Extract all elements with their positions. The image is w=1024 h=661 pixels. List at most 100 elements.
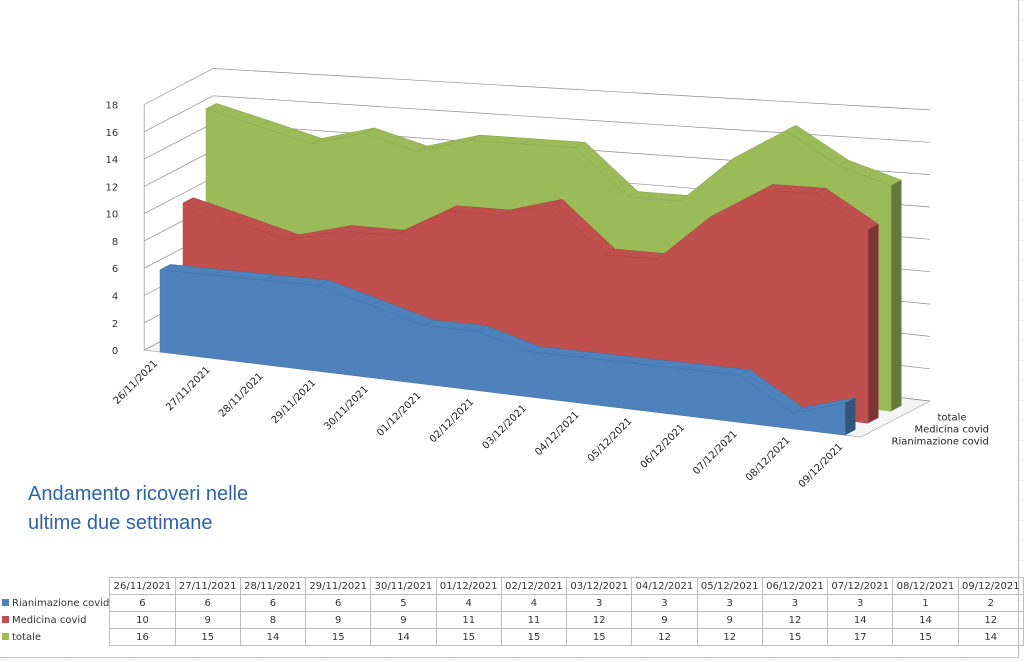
table-cell: 12 — [631, 628, 698, 646]
legend-swatch — [2, 598, 9, 606]
legend-swatch — [2, 632, 9, 640]
legend-key: Rianimazione covid — [0, 595, 110, 612]
table-cell: 4 — [435, 594, 502, 612]
table-cell: 15 — [566, 628, 633, 646]
table-row: Rianimazione covid 6 6 6 6 5 4 4 3 3 3 3 3 1 2 — [0, 594, 1024, 612]
table-cell: 1 — [892, 594, 959, 612]
data-table: 26/11/2021 27/11/2021 28/11/2021 29/11/2021… — [0, 577, 1024, 646]
table-cell: 3 — [631, 594, 698, 612]
table-header-cell: 27/11/2021 — [174, 577, 241, 595]
y-tick-label: 0 — [112, 346, 118, 357]
series-axis-label: Rianimazione covid — [892, 436, 989, 447]
table-cell: 17 — [827, 628, 894, 646]
y-tick-label: 16 — [105, 128, 118, 139]
table-cell: 9 — [305, 611, 372, 629]
table-cell: 14 — [370, 628, 437, 646]
table-cell: 3 — [696, 594, 763, 612]
table-header-cell: 30/11/2021 — [370, 577, 437, 595]
table-cell: 15 — [761, 628, 829, 646]
table-cell: 6 — [174, 594, 241, 612]
series-axis-label: totale — [938, 412, 967, 423]
x-tick-label: 29/11/2021 — [270, 378, 319, 427]
table-cell: 8 — [239, 611, 307, 629]
table-cell: 6 — [305, 594, 372, 612]
legend-swatch — [2, 615, 9, 623]
x-tick-label: 03/12/2021 — [480, 403, 529, 452]
table-cell: 12 — [957, 611, 1024, 629]
series-name: Rianimazione covid — [12, 597, 110, 609]
table-header-cell: 26/11/2021 — [109, 577, 176, 595]
table-cell: 3 — [566, 594, 633, 612]
table-cell: 2 — [957, 594, 1024, 612]
table-cell: 12 — [696, 628, 763, 646]
x-tick-label: 28/11/2021 — [217, 371, 266, 420]
x-tick-label: 05/12/2021 — [586, 416, 635, 465]
chart-title-line-2: ultime due settimane — [28, 512, 213, 534]
y-tick-label: 6 — [112, 264, 118, 275]
legend-key: totale — [0, 629, 110, 646]
y-tick-label: 4 — [112, 292, 118, 303]
table-cell: 6 — [239, 594, 307, 612]
series-axis-label: Medicina covid — [915, 424, 990, 435]
chart-title-line-1: Andamento ricoveri nelle — [28, 483, 249, 505]
x-tick-label: 27/11/2021 — [164, 365, 213, 414]
table-corner — [0, 578, 110, 595]
table-cell: 11 — [500, 611, 568, 629]
series-name: totale — [12, 631, 42, 643]
table-cell: 15 — [500, 628, 568, 646]
table-header-cell: 09/12/2021 — [957, 577, 1024, 595]
table-header-cell: 04/12/2021 — [631, 577, 698, 595]
x-tick-label: 30/11/2021 — [322, 384, 371, 433]
table-cell: 3 — [827, 594, 894, 612]
table-header-cell: 03/12/2021 — [566, 577, 633, 595]
y-tick-label: 2 — [112, 319, 118, 330]
table-cell: 11 — [435, 611, 502, 629]
table-cell: 15 — [305, 628, 372, 646]
area-side — [868, 224, 879, 424]
table-cell: 4 — [500, 594, 568, 612]
x-tick-label: 01/12/2021 — [375, 390, 424, 439]
table-cell: 14 — [239, 628, 307, 646]
table-cell: 12 — [566, 611, 633, 629]
table-header-cell: 05/12/2021 — [696, 577, 763, 595]
table-cell: 3 — [761, 594, 829, 612]
y-tick-label: 18 — [105, 100, 118, 111]
table-cell: 12 — [761, 611, 829, 629]
table-header-cell: 29/11/2021 — [305, 577, 372, 595]
x-tick-label: 08/12/2021 — [744, 435, 793, 484]
x-tick-label: 06/12/2021 — [639, 422, 688, 471]
table-header-cell: 28/11/2021 — [239, 577, 307, 595]
y-tick-label: 14 — [105, 155, 118, 166]
table-row: Medicina covid 10 9 8 9 9 11 11 12 9 9 12 14 14 12 — [0, 611, 1024, 629]
x-tick-label: 02/12/2021 — [428, 397, 477, 446]
y-tick-label: 10 — [105, 210, 118, 221]
x-tick-label: 07/12/2021 — [691, 429, 740, 478]
table-header-cell: 01/12/2021 — [435, 577, 502, 595]
table-row: totale 16 15 14 15 14 15 15 15 12 12 15 17 15 14 — [0, 628, 1024, 646]
x-tick-label: 04/12/2021 — [533, 410, 582, 459]
table-header-row: 26/11/2021 27/11/2021 28/11/2021 29/11/2021… — [0, 577, 1024, 595]
table-cell: 14 — [827, 611, 894, 629]
area-side — [845, 397, 856, 436]
x-tick-label: 09/12/2021 — [797, 442, 846, 491]
legend-key: Medicina covid — [0, 612, 110, 629]
table-header-cell: 02/12/2021 — [500, 577, 568, 595]
series-name: Medicina covid — [12, 614, 87, 626]
table-cell: 15 — [892, 628, 959, 646]
table-header-cell: 08/12/2021 — [892, 577, 959, 595]
table-header-cell: 06/12/2021 — [761, 577, 829, 595]
table-cell: 14 — [957, 628, 1024, 646]
series-rianimazione-covid — [159, 264, 856, 436]
area-side — [891, 180, 902, 412]
table-cell: 15 — [435, 628, 502, 646]
table-cell: 16 — [109, 628, 176, 646]
table-header-cell: 07/12/2021 — [827, 577, 894, 595]
x-tick-label: 26/11/2021 — [112, 358, 161, 407]
table-cell: 9 — [174, 611, 241, 629]
y-tick-label: 8 — [112, 237, 118, 248]
table-cell: 14 — [892, 611, 959, 629]
table-cell: 5 — [370, 594, 437, 612]
y-tick-label: 12 — [105, 182, 118, 193]
table-cell: 9 — [631, 611, 698, 629]
